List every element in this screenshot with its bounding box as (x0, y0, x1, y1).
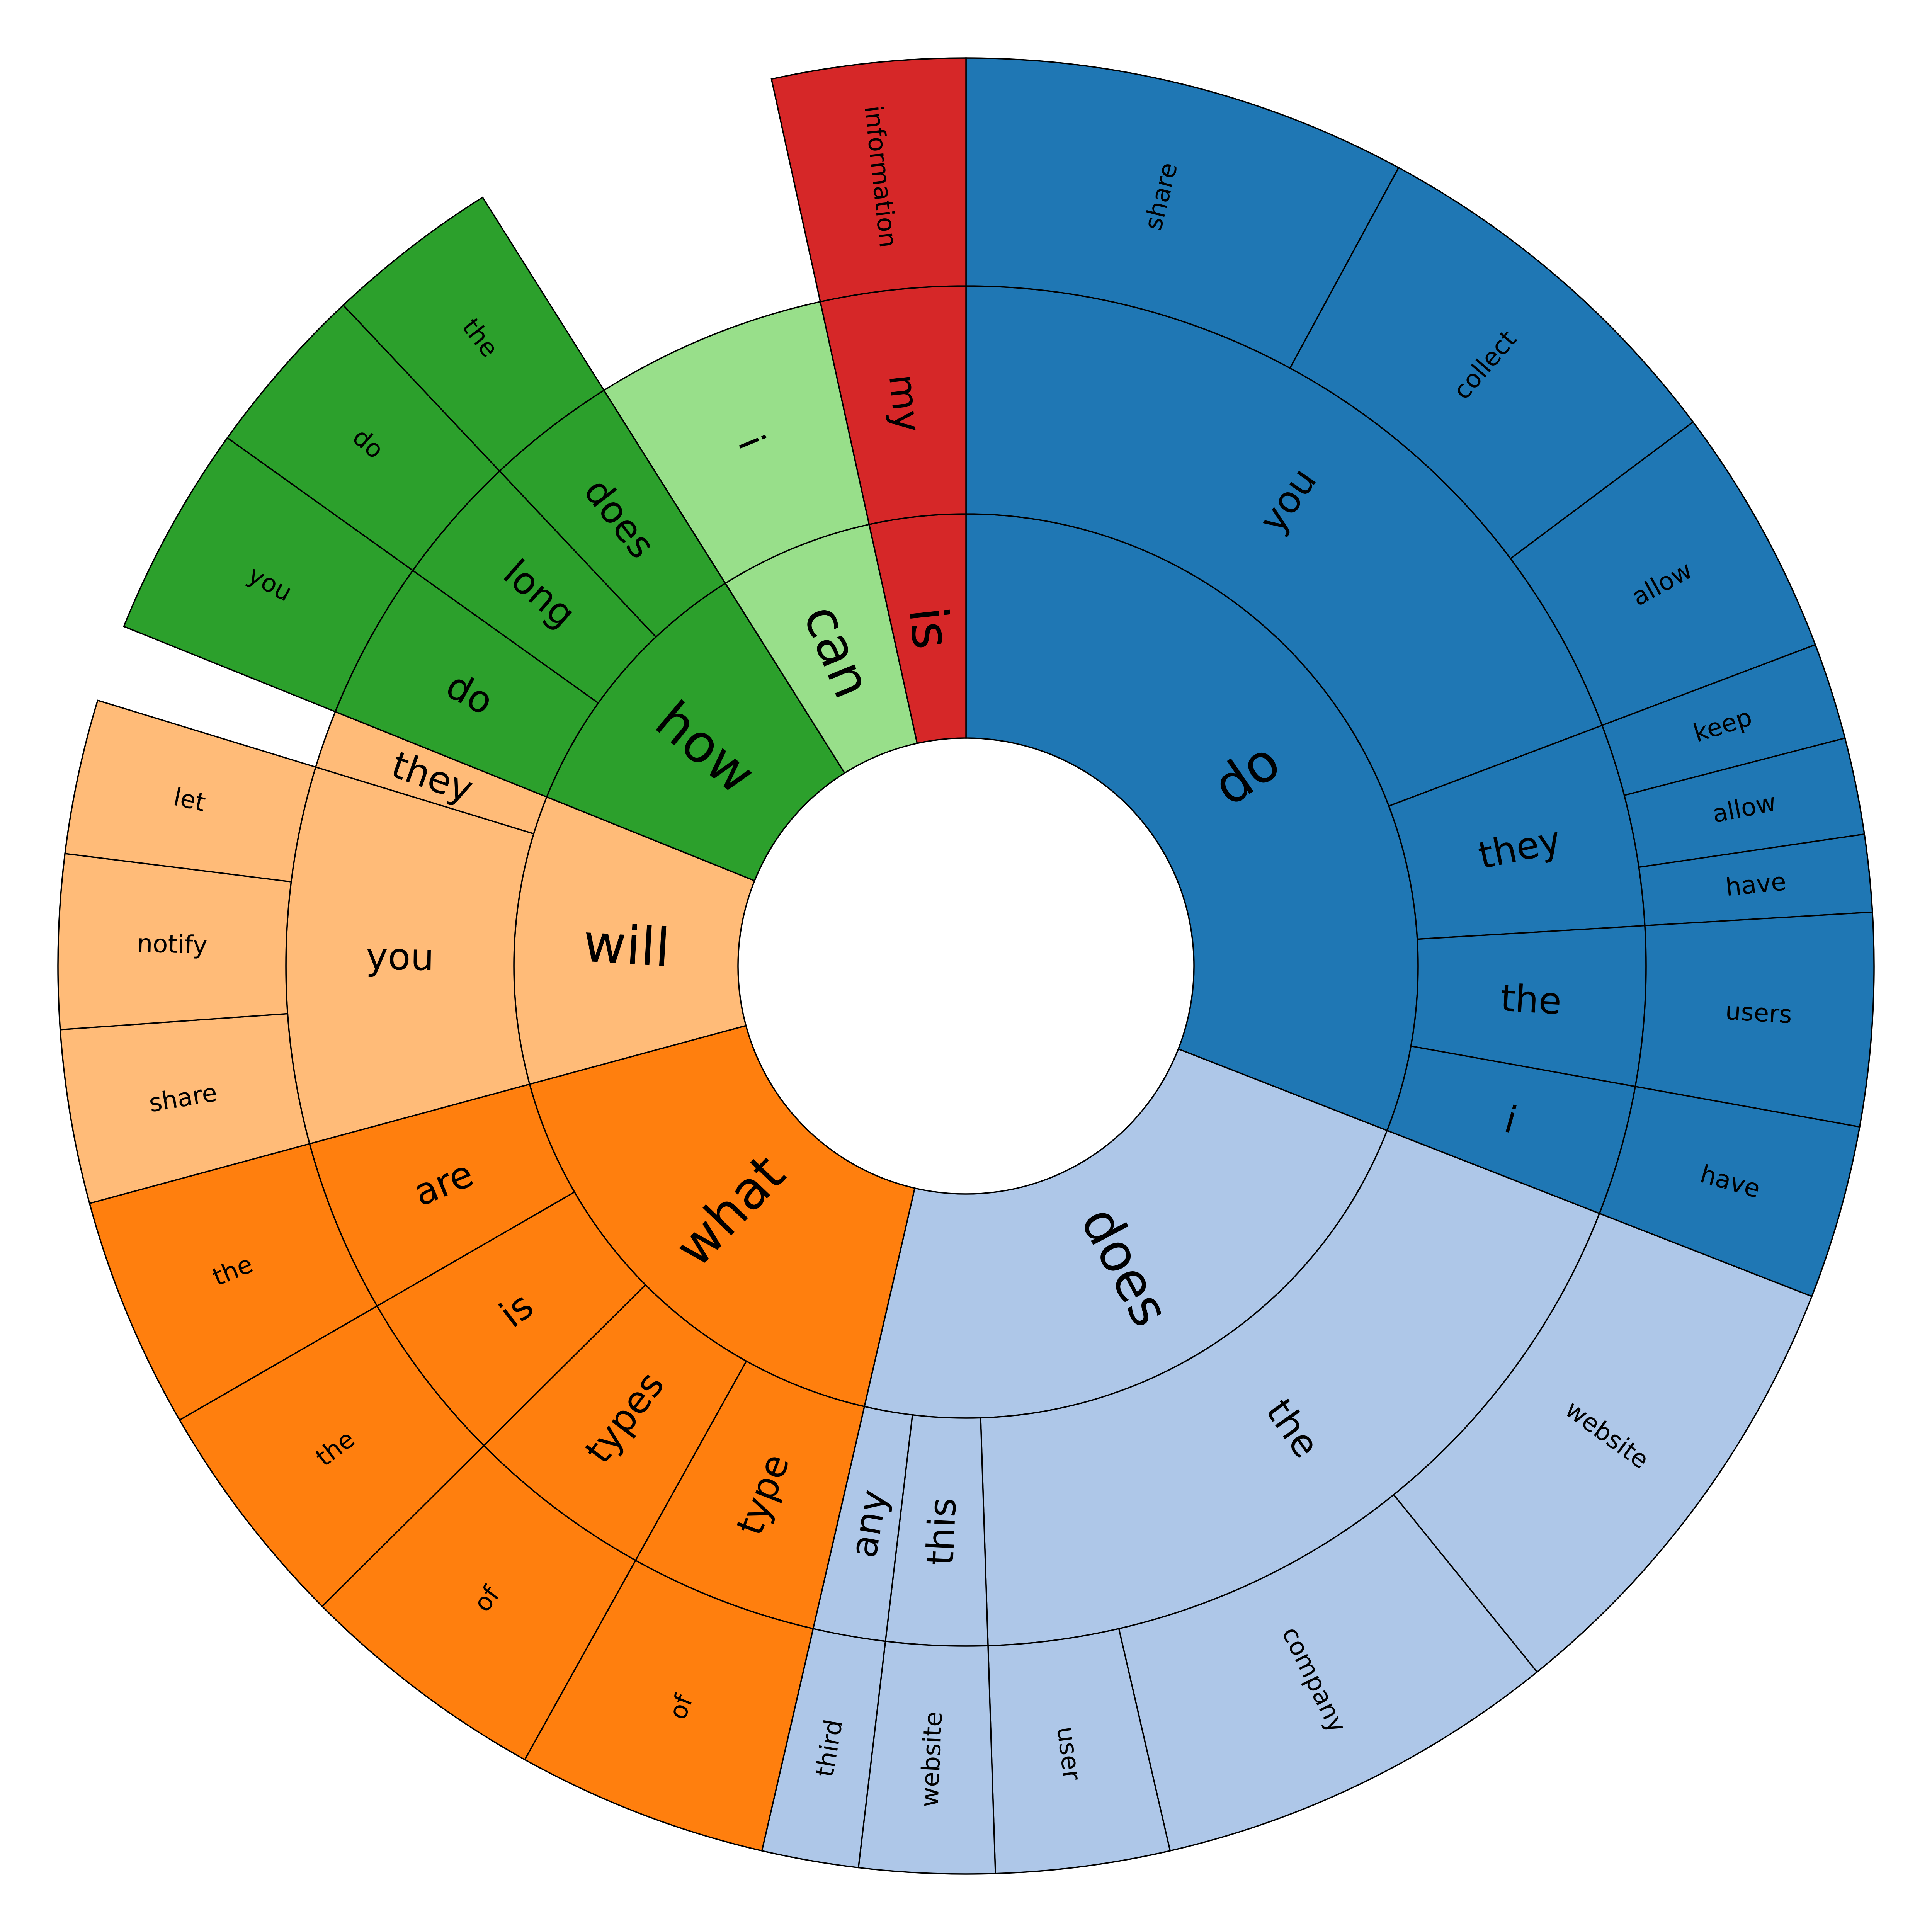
label-root-will: will (582, 913, 672, 979)
segment-root-will-you-0-let-2[interactable] (64, 699, 317, 883)
label-root-will-you-0-let-2: let (171, 783, 208, 818)
label-root-do-they-1-have-2: have (1724, 867, 1787, 902)
label-root-does-this-1-website-0: website (915, 1711, 948, 1808)
label-root-will-you-0-notify-1: notify (137, 929, 208, 960)
label-root-does-the-0-user-2: user (1051, 1725, 1087, 1782)
label-root-do-the-2-users-0: users (1725, 997, 1793, 1029)
label-root-does-this-1: this (918, 1497, 964, 1566)
label-root-will-you-0: you (366, 935, 434, 979)
segment-root-is-my-0-information-0[interactable] (770, 57, 967, 303)
label-root-do-the-2: the (1499, 976, 1563, 1023)
segment-root-how-does-2-the-0[interactable] (342, 196, 605, 472)
label-root-is-my-0: my (880, 372, 930, 435)
label-root-is: is (897, 604, 962, 652)
